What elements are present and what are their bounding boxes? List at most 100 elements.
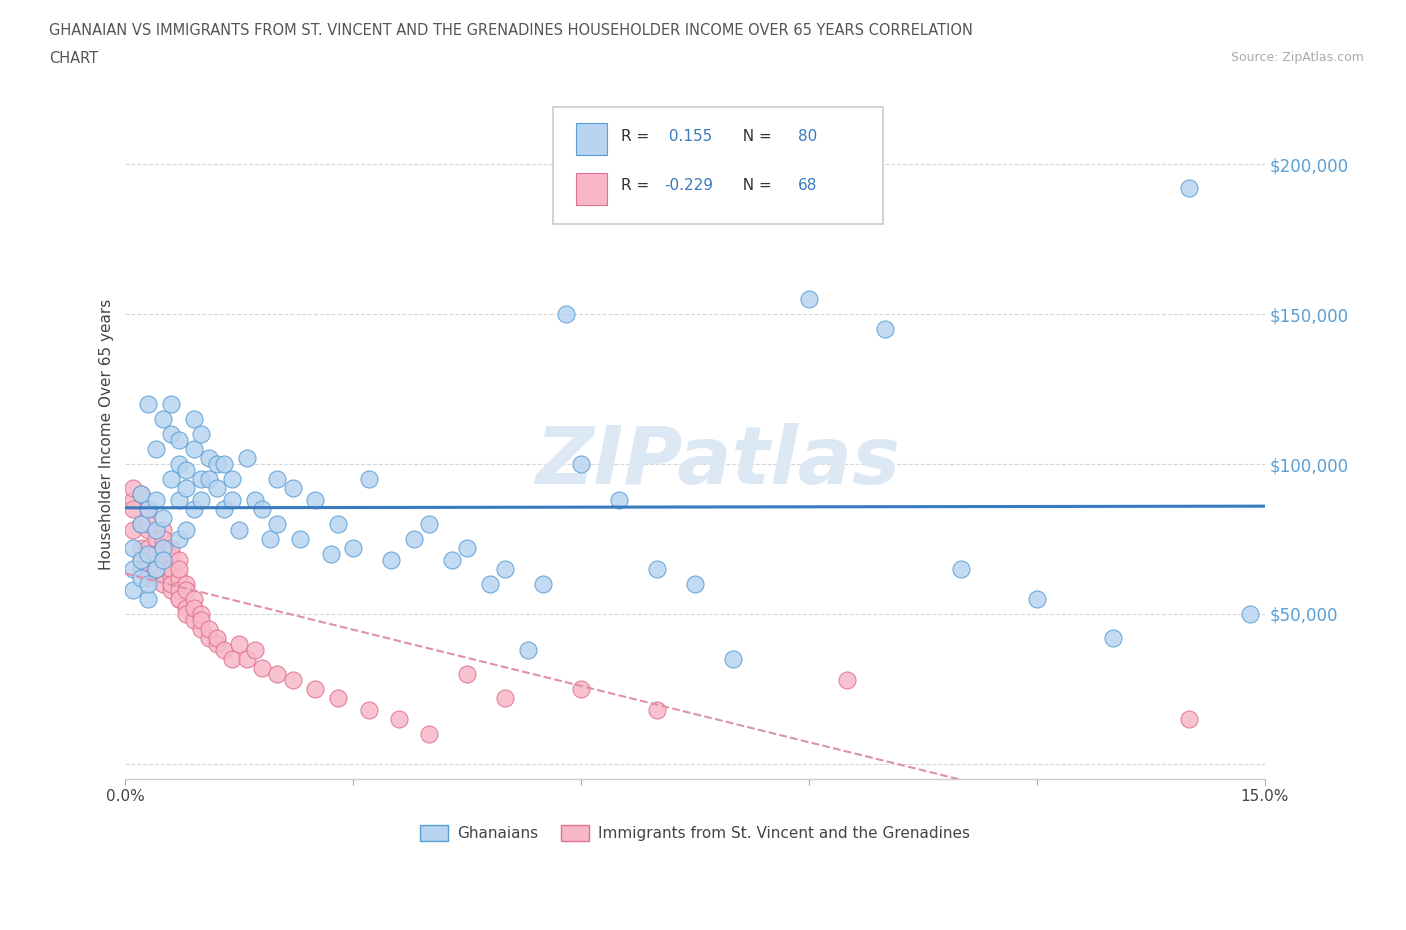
Point	[145, 532, 167, 547]
Point	[145, 442, 167, 457]
Point	[145, 552, 167, 567]
Point	[873, 322, 896, 337]
Point	[160, 577, 183, 591]
Point	[152, 523, 174, 538]
Point	[236, 651, 259, 666]
Text: 80: 80	[797, 128, 817, 144]
Text: R =: R =	[621, 128, 654, 144]
Point	[122, 481, 145, 496]
Point	[531, 577, 554, 591]
Point	[183, 613, 205, 628]
Point	[122, 582, 145, 597]
Point	[212, 643, 235, 658]
Point	[167, 570, 190, 585]
Point	[418, 726, 440, 741]
Point	[136, 523, 159, 538]
Point	[129, 570, 152, 585]
Point	[167, 591, 190, 606]
Point	[266, 667, 288, 682]
Point	[160, 397, 183, 412]
Point	[456, 540, 478, 555]
Point	[190, 613, 212, 628]
Point	[190, 493, 212, 508]
Point	[190, 427, 212, 442]
Point	[418, 516, 440, 531]
Point	[198, 451, 221, 466]
Point	[479, 577, 502, 591]
Point	[221, 472, 243, 486]
Point	[183, 601, 205, 616]
Text: Source: ZipAtlas.com: Source: ZipAtlas.com	[1230, 51, 1364, 64]
Point	[205, 481, 228, 496]
Point	[174, 606, 197, 621]
Point	[221, 493, 243, 508]
Point	[243, 493, 266, 508]
Point	[136, 570, 159, 585]
Point	[1026, 591, 1049, 606]
Text: 0.155: 0.155	[665, 128, 713, 144]
Point	[1239, 606, 1261, 621]
Point	[645, 562, 668, 577]
Point	[205, 636, 228, 651]
Point	[228, 523, 250, 538]
Text: N =: N =	[733, 179, 776, 193]
Point	[136, 591, 159, 606]
Text: 68: 68	[797, 179, 817, 193]
Point	[136, 501, 159, 516]
Point	[129, 552, 152, 567]
Point	[404, 532, 426, 547]
Point	[835, 672, 858, 687]
Point	[221, 651, 243, 666]
Text: R =: R =	[621, 179, 654, 193]
Point	[205, 457, 228, 472]
Bar	[575, 123, 607, 155]
Point	[167, 457, 190, 472]
Point	[319, 547, 342, 562]
Point	[160, 540, 183, 555]
Point	[129, 516, 152, 531]
Point	[266, 472, 288, 486]
Point	[160, 472, 183, 486]
Point	[281, 481, 304, 496]
Point	[167, 552, 190, 567]
Point	[145, 562, 167, 577]
Point	[441, 552, 464, 567]
Point	[250, 501, 273, 516]
Point	[160, 547, 183, 562]
Legend: Ghanaians, Immigrants from St. Vincent and the Grenadines: Ghanaians, Immigrants from St. Vincent a…	[415, 818, 976, 847]
Point	[190, 606, 212, 621]
Point	[190, 621, 212, 636]
Point	[160, 427, 183, 442]
Point	[122, 540, 145, 555]
Point	[145, 493, 167, 508]
Point	[129, 540, 152, 555]
Point	[243, 643, 266, 658]
Point	[167, 562, 190, 577]
Point	[183, 412, 205, 427]
Point	[174, 577, 197, 591]
Point	[136, 397, 159, 412]
Text: -0.229: -0.229	[665, 179, 713, 193]
Point	[236, 451, 259, 466]
Point	[152, 412, 174, 427]
Point	[129, 516, 152, 531]
Point	[198, 621, 221, 636]
Point	[1178, 711, 1201, 726]
Point	[174, 582, 197, 597]
Point	[517, 643, 540, 658]
Point	[266, 516, 288, 531]
Point	[152, 532, 174, 547]
Point	[645, 702, 668, 717]
Text: GHANAIAN VS IMMIGRANTS FROM ST. VINCENT AND THE GRENADINES HOUSEHOLDER INCOME OV: GHANAIAN VS IMMIGRANTS FROM ST. VINCENT …	[49, 23, 973, 38]
Point	[721, 651, 744, 666]
Point	[228, 636, 250, 651]
Point	[388, 711, 411, 726]
Y-axis label: Householder Income Over 65 years: Householder Income Over 65 years	[100, 299, 114, 570]
Point	[1178, 180, 1201, 195]
Point	[569, 682, 592, 697]
Point	[328, 690, 350, 705]
Point	[212, 501, 235, 516]
Point	[152, 540, 174, 555]
Point	[342, 540, 364, 555]
Point	[152, 552, 174, 567]
